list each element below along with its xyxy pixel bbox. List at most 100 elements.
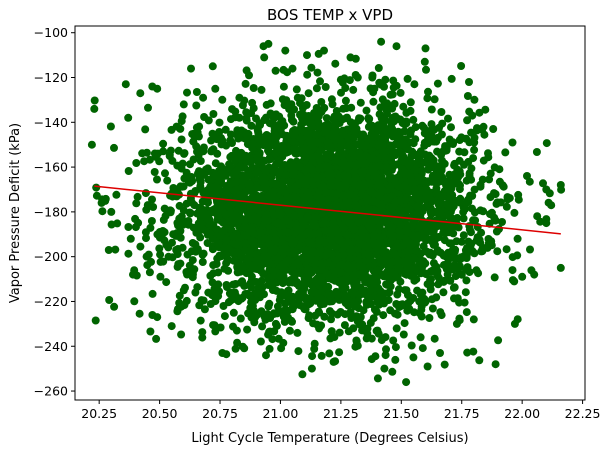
scatter-point bbox=[366, 121, 375, 130]
scatter-point bbox=[373, 326, 382, 335]
scatter-point bbox=[382, 163, 391, 171]
scatter-point bbox=[436, 198, 445, 206]
scatter-point bbox=[133, 192, 142, 201]
scatter-point bbox=[273, 302, 282, 311]
scatter-point bbox=[269, 267, 278, 276]
scatter-point bbox=[159, 139, 168, 148]
scatter-point bbox=[347, 245, 356, 254]
scatter-point bbox=[104, 246, 113, 254]
scatter-point bbox=[220, 312, 229, 321]
scatter-point bbox=[354, 116, 363, 125]
scatter-point bbox=[283, 291, 292, 300]
scatter-point bbox=[423, 227, 432, 236]
scatter-point bbox=[410, 185, 419, 194]
scatter-point bbox=[285, 326, 294, 335]
points-layer bbox=[87, 37, 566, 387]
scatter-point bbox=[281, 305, 290, 314]
scatter-point bbox=[390, 160, 399, 169]
scatter-point bbox=[310, 339, 319, 348]
scatter-point bbox=[388, 90, 397, 99]
scatter-point bbox=[462, 308, 471, 317]
scatter-point bbox=[245, 268, 254, 277]
scatter-point bbox=[316, 246, 325, 254]
scatter-point bbox=[279, 338, 288, 347]
scatter-point bbox=[297, 233, 306, 242]
scatter-point bbox=[470, 208, 479, 217]
scatter-point bbox=[333, 291, 342, 300]
scatter-point bbox=[422, 65, 430, 74]
scatter-point bbox=[368, 167, 376, 176]
scatter-point bbox=[262, 113, 271, 122]
scatter-point bbox=[143, 201, 152, 210]
scatter-point bbox=[142, 148, 151, 157]
scatter-point bbox=[278, 130, 287, 139]
scatter-point bbox=[271, 167, 280, 176]
scatter-point bbox=[231, 107, 240, 116]
scatter-point bbox=[259, 164, 268, 173]
scatter-point bbox=[470, 185, 479, 194]
scatter-point bbox=[90, 104, 99, 113]
scatter-point bbox=[165, 152, 174, 161]
scatter-point bbox=[439, 288, 448, 297]
scatter-point bbox=[317, 265, 326, 274]
scatter-point bbox=[468, 111, 477, 120]
scatter-point bbox=[199, 143, 208, 152]
scatter-point bbox=[393, 242, 402, 251]
scatter-point bbox=[295, 180, 303, 189]
scatter-point bbox=[314, 307, 323, 316]
scatter-point bbox=[316, 77, 324, 86]
scatter-point bbox=[463, 263, 472, 272]
scatter-point bbox=[276, 210, 285, 219]
scatter-point bbox=[439, 228, 448, 237]
scatter-point bbox=[177, 135, 186, 144]
scatter-point bbox=[176, 233, 185, 242]
scatter-point bbox=[241, 239, 250, 248]
scatter-point bbox=[471, 216, 480, 225]
scatter-point bbox=[264, 146, 272, 155]
scatter-point bbox=[316, 155, 325, 164]
scatter-point bbox=[450, 170, 459, 179]
scatter-point bbox=[175, 299, 184, 307]
scatter-point bbox=[400, 181, 409, 190]
scatter-point bbox=[387, 192, 396, 201]
scatter-point bbox=[463, 116, 472, 125]
scatter-point bbox=[447, 123, 455, 132]
scatter-point bbox=[288, 161, 297, 170]
scatter-point bbox=[386, 141, 394, 150]
scatter-point bbox=[146, 223, 155, 232]
scatter-point bbox=[317, 98, 326, 106]
scatter-point bbox=[203, 188, 212, 197]
scatter-point bbox=[491, 216, 500, 225]
scatter-point bbox=[391, 355, 400, 364]
scatter-point bbox=[447, 74, 456, 83]
scatter-point bbox=[469, 154, 478, 163]
scatter-point bbox=[338, 239, 347, 248]
scatter-point bbox=[339, 202, 348, 211]
scatter-point bbox=[447, 239, 456, 248]
scatter-point bbox=[216, 231, 225, 240]
scatter-point bbox=[241, 223, 250, 232]
scatter-point bbox=[373, 266, 382, 275]
scatter-point bbox=[448, 204, 456, 213]
scatter-point bbox=[335, 328, 344, 337]
scatter-point bbox=[416, 249, 425, 258]
scatter-point bbox=[293, 224, 301, 233]
scatter-point bbox=[359, 274, 368, 282]
scatter-point bbox=[193, 283, 202, 292]
scatter-point bbox=[272, 286, 281, 295]
scatter-point bbox=[220, 243, 229, 252]
scatter-point bbox=[185, 208, 194, 217]
scatter-point bbox=[330, 276, 339, 285]
scatter-point bbox=[460, 148, 469, 157]
scatter-point bbox=[171, 185, 180, 194]
scatter-point bbox=[407, 341, 416, 350]
scatter-point bbox=[247, 261, 256, 270]
scatter-point bbox=[440, 236, 449, 245]
scatter-point bbox=[247, 313, 256, 322]
scatter-point bbox=[539, 179, 547, 188]
scatter-point bbox=[258, 322, 267, 331]
scatter-point bbox=[308, 165, 317, 174]
scatter-point bbox=[355, 320, 364, 329]
scatter-point bbox=[356, 98, 365, 107]
scatter-point bbox=[303, 70, 312, 79]
